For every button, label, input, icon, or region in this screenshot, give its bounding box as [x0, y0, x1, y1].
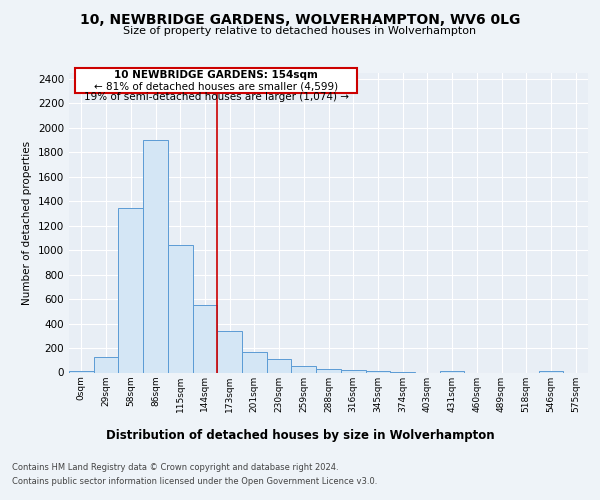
Text: Contains HM Land Registry data © Crown copyright and database right 2024.: Contains HM Land Registry data © Crown c…: [12, 464, 338, 472]
Bar: [242, 352, 267, 372]
Bar: [440, 371, 464, 372]
Text: 10, NEWBRIDGE GARDENS, WOLVERHAMPTON, WV6 0LG: 10, NEWBRIDGE GARDENS, WOLVERHAMPTON, WV…: [80, 12, 520, 26]
Bar: [168, 245, 193, 372]
Text: Size of property relative to detached houses in Wolverhampton: Size of property relative to detached ho…: [124, 26, 476, 36]
Bar: [316, 369, 341, 372]
Bar: [267, 359, 292, 372]
Bar: [118, 208, 143, 372]
Bar: [193, 305, 217, 372]
Bar: [94, 356, 118, 372]
Bar: [539, 371, 563, 372]
Text: 10 NEWBRIDGE GARDENS: 154sqm: 10 NEWBRIDGE GARDENS: 154sqm: [114, 70, 318, 81]
Bar: [341, 370, 365, 372]
Y-axis label: Number of detached properties: Number of detached properties: [22, 140, 32, 304]
Bar: [217, 332, 242, 372]
Text: Distribution of detached houses by size in Wolverhampton: Distribution of detached houses by size …: [106, 428, 494, 442]
Text: Contains public sector information licensed under the Open Government Licence v3: Contains public sector information licen…: [12, 477, 377, 486]
Bar: [365, 370, 390, 372]
Text: 19% of semi-detached houses are larger (1,074) →: 19% of semi-detached houses are larger (…: [83, 92, 349, 102]
Text: ← 81% of detached houses are smaller (4,599): ← 81% of detached houses are smaller (4,…: [94, 82, 338, 92]
Bar: [143, 140, 168, 372]
Bar: [292, 366, 316, 372]
